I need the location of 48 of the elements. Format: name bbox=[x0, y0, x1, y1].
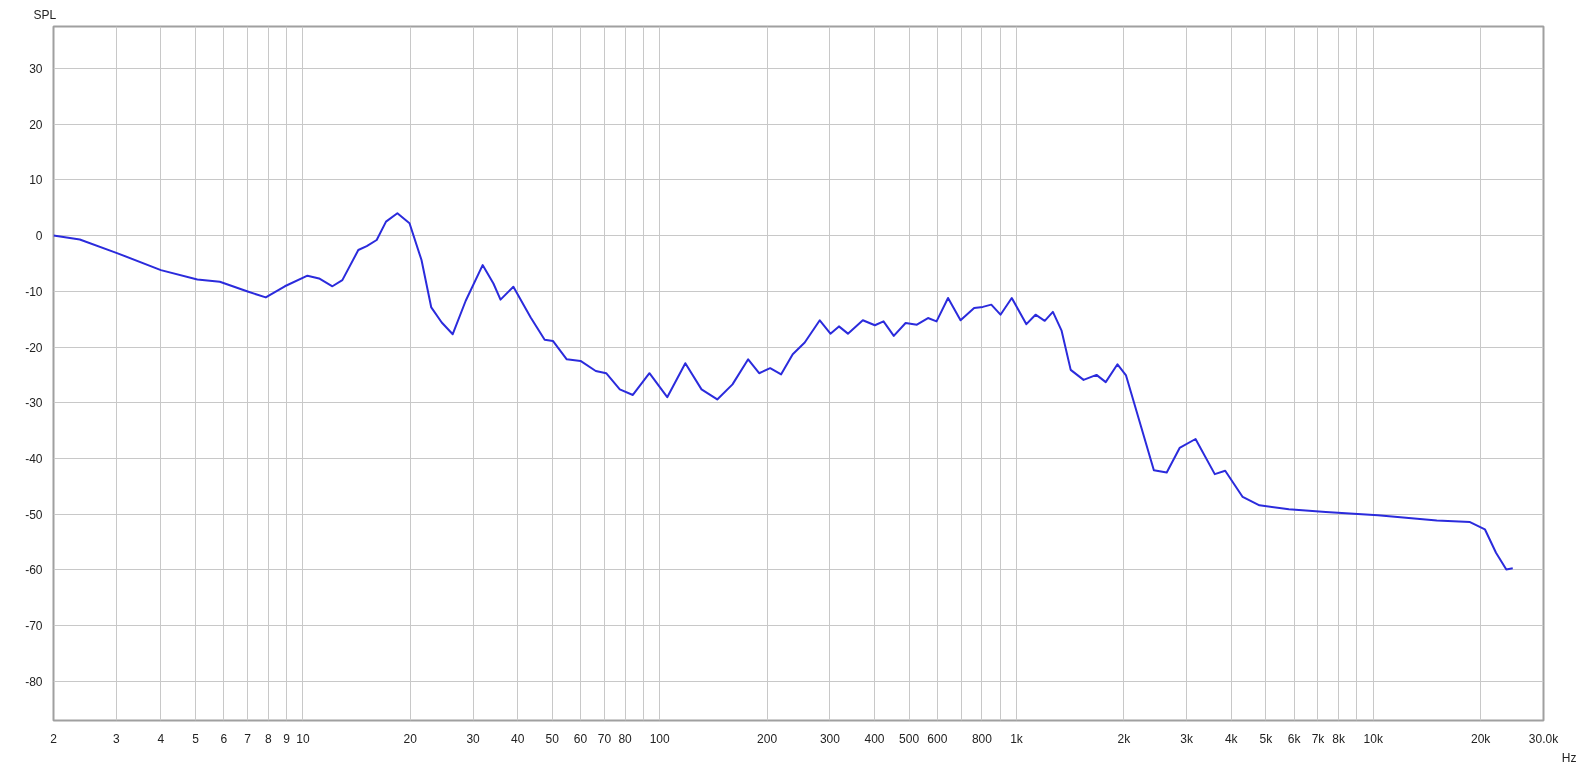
x-tick-label: 6k bbox=[1287, 731, 1302, 746]
x-tick-label: 500 bbox=[899, 731, 920, 746]
x-tick-label: 20k bbox=[1471, 731, 1492, 746]
x-tick-label: 4 bbox=[157, 731, 165, 746]
y-tick-label: -10 bbox=[25, 284, 43, 299]
x-tick-label: 1k bbox=[1010, 731, 1024, 746]
x-tick-label: 20 bbox=[403, 731, 418, 746]
y-tick-label: -60 bbox=[25, 563, 43, 578]
y-tick-label: 30 bbox=[29, 61, 43, 76]
x-tick-label: 4k bbox=[1224, 731, 1239, 746]
x-tick-label: 600 bbox=[927, 731, 948, 746]
x-tick-label: 800 bbox=[971, 731, 993, 746]
x-tick-label: 200 bbox=[757, 731, 778, 746]
x-tick-label: 300 bbox=[819, 731, 841, 746]
x-tick-label: 80 bbox=[618, 731, 633, 746]
y-tick-label: 20 bbox=[29, 117, 43, 132]
x-tick-label: 7k bbox=[1311, 731, 1326, 746]
x-tick-label: 7 bbox=[244, 731, 252, 746]
y-tick-label: -40 bbox=[25, 452, 43, 467]
x-tick-label: 8 bbox=[264, 731, 272, 746]
y-tick-label: -80 bbox=[25, 674, 43, 689]
x-tick-label: 3 bbox=[112, 731, 120, 746]
x-tick-label: 50 bbox=[545, 731, 560, 746]
x-tick-label: 2k bbox=[1117, 731, 1132, 746]
x-tick-label: 10 bbox=[296, 731, 310, 746]
x-axis-title: Hz bbox=[1561, 750, 1577, 764]
y-tick-label: 10 bbox=[29, 173, 43, 188]
x-tick-label: 9 bbox=[283, 731, 291, 746]
y-axis-title: SPL bbox=[33, 7, 57, 22]
x-tick-label: 8k bbox=[1332, 731, 1347, 746]
x-tick-label: 3k bbox=[1180, 731, 1195, 746]
x-tick-label: 2 bbox=[50, 731, 58, 746]
y-tick-label: -20 bbox=[25, 340, 43, 355]
x-tick-label: 30 bbox=[466, 731, 481, 746]
y-tick-label: -70 bbox=[25, 619, 43, 634]
y-tick-label: -50 bbox=[25, 507, 43, 522]
y-tick-label: -30 bbox=[25, 396, 43, 411]
x-tick-label: 30.0k bbox=[1528, 731, 1560, 746]
x-tick-label: 5 bbox=[192, 731, 200, 746]
x-tick-label: 70 bbox=[597, 731, 612, 746]
x-tick-label: 10k bbox=[1363, 731, 1384, 746]
x-tick-label: 6 bbox=[220, 731, 228, 746]
x-tick-label: 100 bbox=[649, 731, 671, 746]
x-tick-label: 60 bbox=[573, 731, 588, 746]
x-tick-label: 400 bbox=[864, 731, 885, 746]
x-tick-label: 5k bbox=[1259, 731, 1274, 746]
x-tick-label: 40 bbox=[511, 731, 525, 746]
y-tick-label: 0 bbox=[35, 229, 43, 244]
